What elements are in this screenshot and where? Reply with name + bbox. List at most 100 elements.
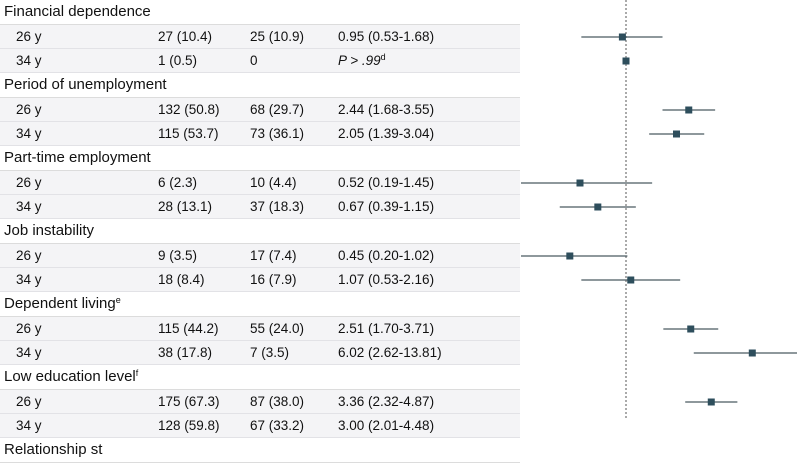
age-label: 26 y: [16, 390, 42, 413]
count-a-text: 27 (10.4): [158, 29, 213, 44]
count-b: 37 (18.3): [250, 195, 304, 218]
odds-ratio: 2.51 (1.70-3.71): [338, 317, 434, 340]
odds-ratio: 0.45 (0.20-1.02): [338, 244, 434, 267]
point-marker: [685, 106, 693, 114]
count-b: 55 (24.0): [250, 317, 304, 340]
count-b: 68 (29.7): [250, 98, 304, 121]
odds-ratio: 1.07 (0.53-2.16): [338, 268, 434, 291]
point-marker: [622, 57, 630, 65]
count-b: 16 (7.9): [250, 268, 297, 291]
group-header: Low education levelf: [0, 365, 520, 390]
count-a: 28 (13.1): [158, 195, 212, 218]
group-title: Relationship st: [4, 441, 103, 458]
count-b-text: 10 (4.4): [250, 175, 297, 190]
point-marker: [576, 179, 584, 187]
odds-ratio-text: P > .99: [338, 53, 381, 68]
odds-ratio-text: 3.36 (2.32-4.87): [338, 394, 435, 409]
odds-ratio-text: 3.00 (2.01-4.48): [338, 418, 435, 433]
count-a-text: 132 (50.8): [158, 102, 220, 117]
odds-ratio-text: 2.44 (1.68-3.55): [338, 102, 435, 117]
odds-ratio-text: 6.02 (2.62-13.81): [338, 345, 442, 360]
age-label-text: 34 y: [16, 199, 42, 214]
group-title: Dependent living: [4, 295, 116, 312]
odds-ratio-text: 0.52 (0.19-1.45): [338, 175, 435, 190]
count-a: 115 (44.2): [158, 317, 219, 340]
point-marker: [618, 33, 626, 41]
point-marker: [673, 130, 681, 138]
count-a-text: 9 (3.5): [158, 248, 198, 263]
age-label: 26 y: [16, 25, 42, 48]
count-b-text: 25 (10.9): [250, 29, 305, 44]
count-a: 9 (3.5): [158, 244, 197, 267]
table-row: 26 y 132 (50.8) 68 (29.7) 2.44 (1.68-3.55): [0, 98, 520, 122]
forest-plot: [521, 0, 797, 419]
count-a-text: 1 (0.5): [158, 53, 198, 68]
table-row: 26 y 9 (3.5) 17 (7.4) 0.45 (0.20-1.02): [0, 244, 520, 268]
footnote-marker: e: [115, 295, 121, 305]
age-label-text: 34 y: [16, 345, 42, 360]
group-title: Job instability: [4, 222, 95, 239]
group-header: Period of unemployment: [0, 73, 520, 98]
count-b-text: 17 (7.4): [250, 248, 297, 263]
group-header: Financial dependence: [0, 0, 520, 25]
age-label: 26 y: [16, 98, 42, 121]
odds-ratio-text: 1.07 (0.53-2.16): [338, 272, 435, 287]
count-a: 175 (67.3): [158, 390, 220, 413]
odds-ratio-text: 2.05 (1.39-3.04): [338, 126, 435, 141]
odds-ratio: 0.67 (0.39-1.15): [338, 195, 434, 218]
count-b: 17 (7.4): [250, 244, 297, 267]
age-label-text: 26 y: [16, 29, 42, 44]
table-row: 26 y 27 (10.4) 25 (10.9) 0.95 (0.53-1.68): [0, 25, 520, 49]
age-label-text: 26 y: [16, 321, 42, 336]
point-marker: [707, 398, 715, 406]
odds-ratio: 2.05 (1.39-3.04): [338, 122, 434, 145]
count-b: 7 (3.5): [250, 341, 289, 364]
point-marker: [566, 252, 574, 260]
count-b-text: 68 (29.7): [250, 102, 305, 117]
point-marker: [748, 349, 756, 357]
age-label: 26 y: [16, 244, 42, 267]
count-a-text: 175 (67.3): [158, 394, 220, 409]
count-b-text: 16 (7.9): [250, 272, 297, 287]
table-row: 34 y 38 (17.8) 7 (3.5) 6.02 (2.62-13.81): [0, 341, 520, 365]
odds-ratio-text: 0.45 (0.20-1.02): [338, 248, 435, 263]
odds-ratio: 2.44 (1.68-3.55): [338, 98, 434, 121]
count-a: 27 (10.4): [158, 25, 212, 48]
count-a-text: 38 (17.8): [158, 345, 213, 360]
count-b-text: 55 (24.0): [250, 321, 305, 336]
age-label-text: 34 y: [16, 418, 42, 433]
count-b-text: 87 (38.0): [250, 394, 305, 409]
count-b-text: 73 (36.1): [250, 126, 305, 141]
count-a-text: 128 (59.8): [158, 418, 220, 433]
footnote-marker: f: [135, 368, 139, 378]
age-label-text: 26 y: [16, 102, 42, 117]
age-label-text: 34 y: [16, 126, 42, 141]
age-label: 34 y: [16, 268, 42, 291]
age-label-text: 26 y: [16, 175, 42, 190]
table-row: 34 y 115 (53.7) 73 (36.1) 2.05 (1.39-3.04): [0, 122, 520, 146]
table-row: 34 y 1 (0.5) 0 P > .99d: [0, 49, 520, 73]
age-label-text: 26 y: [16, 394, 42, 409]
count-a: 132 (50.8): [158, 98, 220, 121]
footnote-marker: d: [380, 52, 386, 62]
group-title: Period of unemployment: [4, 76, 167, 93]
count-a-text: 115 (53.7): [158, 126, 219, 141]
count-a-text: 28 (13.1): [158, 199, 213, 214]
table-row: 26 y 175 (67.3) 87 (38.0) 3.36 (2.32-4.87): [0, 390, 520, 414]
count-b-text: 0: [250, 53, 258, 68]
group-header: Dependent livinge: [0, 292, 520, 317]
odds-ratio: 0.52 (0.19-1.45): [338, 171, 434, 194]
table-row: 34 y 18 (8.4) 16 (7.9) 1.07 (0.53-2.16): [0, 268, 520, 292]
odds-ratio: 0.95 (0.53-1.68): [338, 25, 434, 48]
age-label-text: 26 y: [16, 248, 42, 263]
count-a: 38 (17.8): [158, 341, 212, 364]
count-a-text: 115 (44.2): [158, 321, 219, 336]
age-label: 26 y: [16, 171, 42, 194]
count-a-text: 18 (8.4): [158, 272, 205, 287]
point-marker: [594, 203, 602, 211]
odds-ratio-text: 0.95 (0.53-1.68): [338, 29, 435, 44]
count-a: 115 (53.7): [158, 122, 219, 145]
count-b: 87 (38.0): [250, 390, 304, 413]
point-marker: [627, 276, 635, 284]
age-label: 34 y: [16, 341, 42, 364]
